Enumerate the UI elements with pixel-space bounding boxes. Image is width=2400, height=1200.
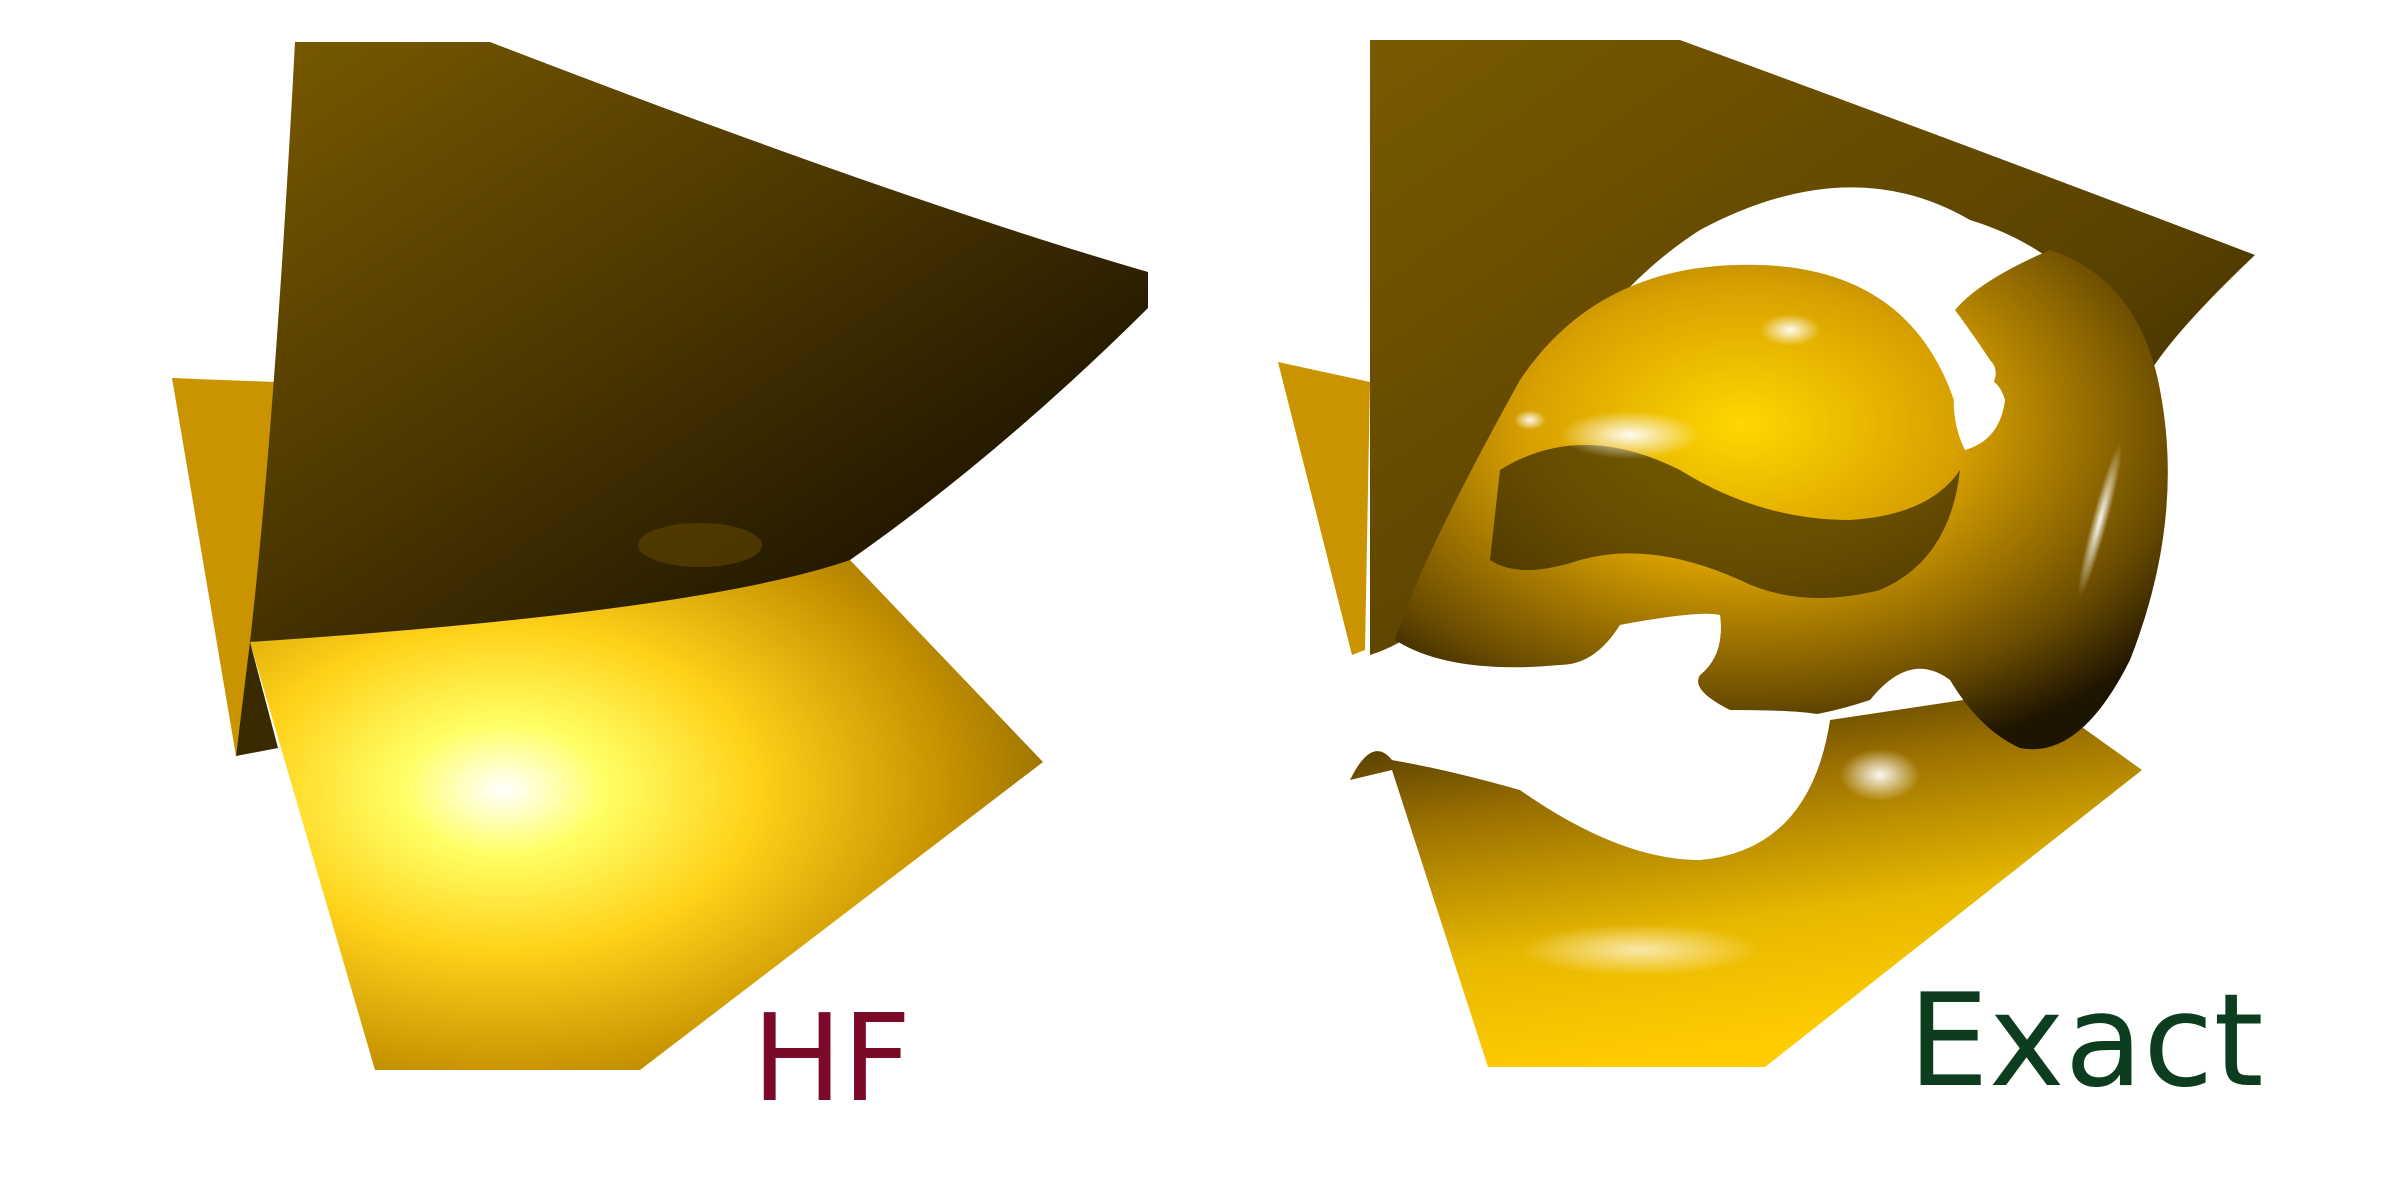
exact-bottom-sheet — [1350, 690, 2142, 1067]
hf-back-wing-lower — [172, 378, 290, 756]
hf-bump — [638, 523, 762, 567]
hf-label: HF — [752, 990, 912, 1129]
exact-top-sheet — [1370, 40, 2255, 655]
exact-highlight-1 — [1560, 411, 1700, 459]
exact-highlight-4 — [1514, 410, 1546, 430]
exact-back-wing — [1278, 362, 1370, 655]
hf-bottom-sheet — [250, 560, 1043, 1070]
exact-highlight-3 — [1840, 749, 1920, 801]
hf-edge-sliver — [236, 642, 278, 756]
exact-highlight-5 — [2077, 442, 2123, 598]
hf-surface — [172, 42, 1148, 1070]
hf-top-sheet — [250, 42, 1148, 642]
exact-surface — [1278, 40, 2255, 1067]
exact-highlight-2 — [1760, 314, 1820, 346]
exact-hole-top — [1695, 232, 1735, 262]
exact-highlight-6 — [1520, 924, 1760, 976]
exact-hole-small — [1953, 377, 2005, 450]
exact-hole-left — [1360, 613, 1830, 860]
exact-label: Exact — [1908, 967, 2264, 1116]
exact-twisted-blob — [1395, 250, 2168, 750]
exact-fold-shadow — [1490, 445, 1960, 598]
